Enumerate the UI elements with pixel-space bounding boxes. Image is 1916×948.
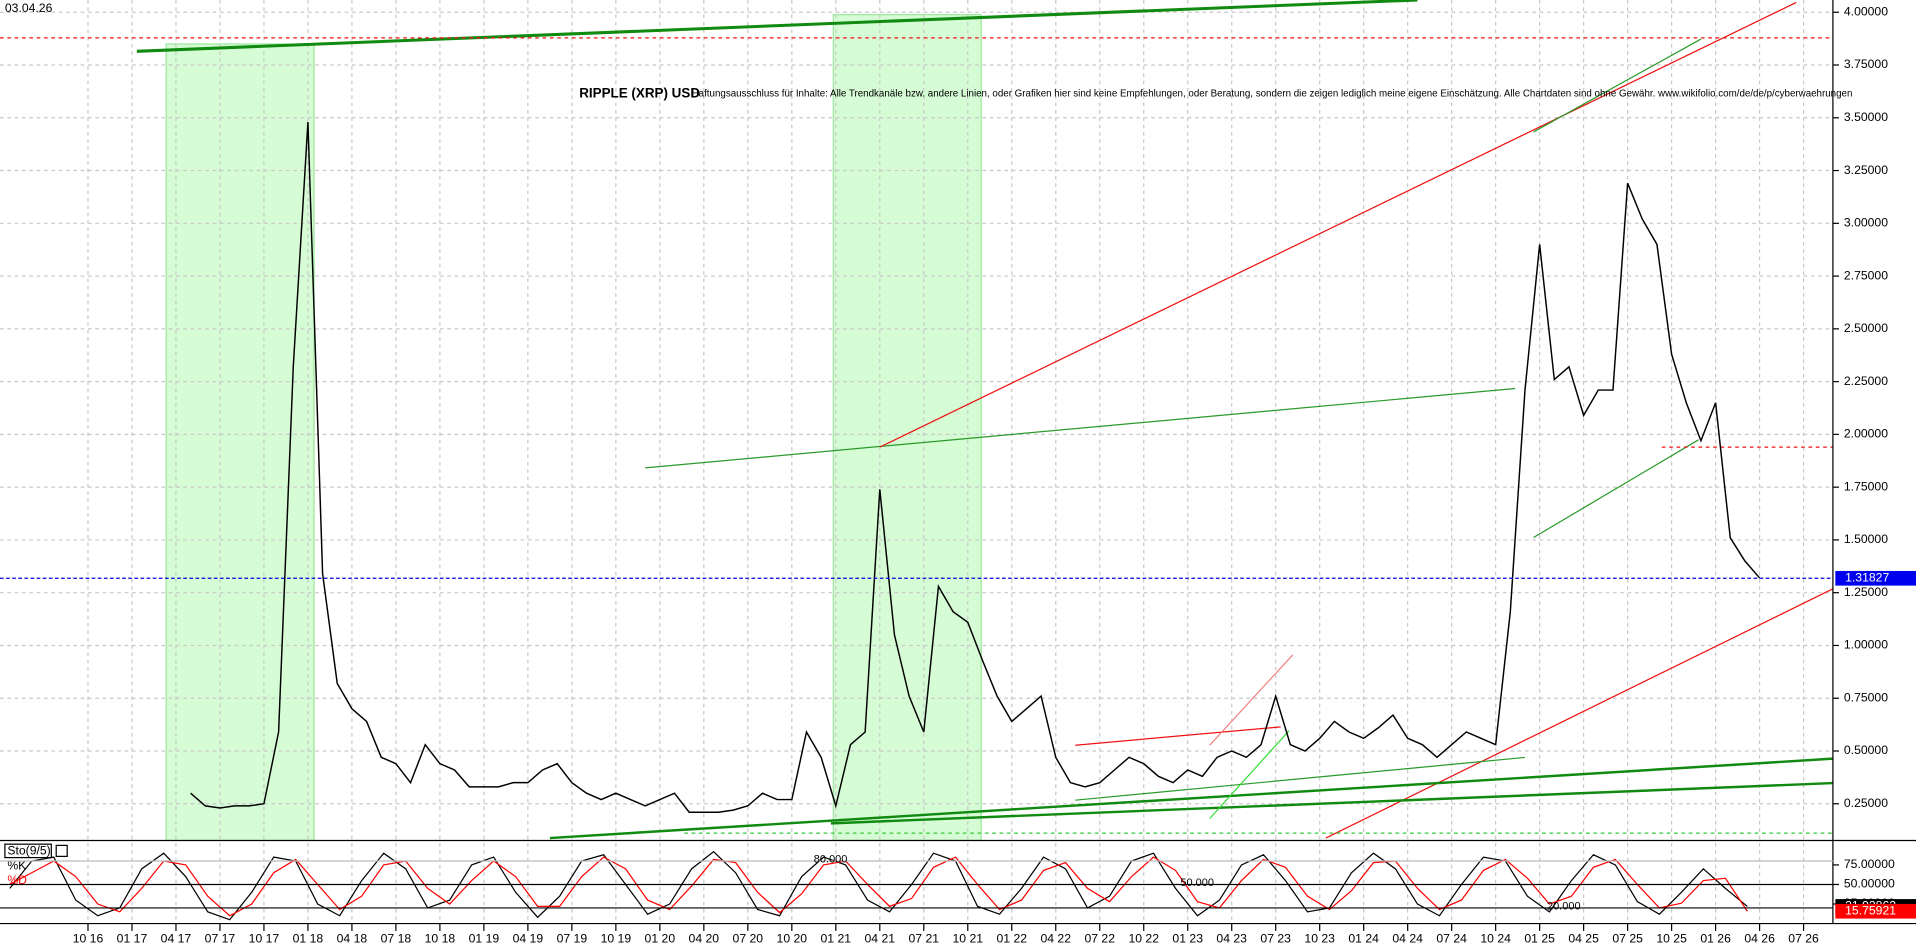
trend-line [1533,439,1699,539]
x-tick-label: 04 25 [1568,932,1599,946]
x-tick-label: 04 23 [1216,932,1247,946]
chart-subtitle: Haftungsausschluss für Inhalte: Alle Tre… [692,89,1853,100]
x-tick-label: 04 22 [1040,932,1071,946]
x-tick-label: 04 26 [1744,932,1775,946]
x-tick-label: 01 18 [293,932,324,946]
x-tick-label: 10 16 [73,932,104,946]
x-tick-label: 10 24 [1480,932,1511,946]
y-tick-label: 2.00000 [1844,427,1888,441]
x-tick-label: 01 25 [1524,932,1555,946]
x-tick-label: 07 26 [1788,932,1819,946]
x-tick-label: 07 23 [1260,932,1291,946]
x-tick-label: 01 19 [469,932,500,946]
x-tick-label: 07 18 [381,932,412,946]
oscillator-line [9,850,1748,921]
price-line [190,121,1761,813]
y-tick-label: 50.00000 [1844,877,1895,891]
x-tick-label: 07 25 [1612,932,1643,946]
trend-line [1533,38,1702,133]
x-tick-label: 04 18 [337,932,368,946]
trend-line [830,781,1833,825]
value-label-box [1835,903,1916,919]
y-tick-label: 0.50000 [1844,743,1888,757]
y-tick-label: 75.00000 [1844,857,1895,871]
trend-line [645,387,1516,469]
x-tick-label: 10 19 [601,932,632,946]
trend-line [136,0,1418,53]
y-tick-label: 2.75000 [1844,268,1888,282]
x-tick-label: 07 24 [1436,932,1467,946]
price-marker-box [1835,570,1916,586]
chart-title: RIPPLE (XRP) USD [579,86,700,101]
x-tick-label: 04 19 [513,932,544,946]
indicator-box [4,843,52,859]
x-tick-label: 10 18 [425,932,456,946]
grid [0,0,1833,924]
level-label: 50.000 [1180,877,1214,889]
x-tick-label: 01 23 [1172,932,1203,946]
x-tick-label: 10 20 [777,932,808,946]
y-tick-label: 2.50000 [1844,321,1888,335]
price-marker-label: 1.31827 [1845,571,1889,585]
trend-line [549,757,1833,840]
level-label: 20.000 [1547,901,1581,913]
y-tick-label: 3.00000 [1844,216,1888,230]
y-tick-label: 1.25000 [1844,585,1888,599]
y-tick-label: 3.75000 [1844,57,1888,71]
y-tick-label: 2.25000 [1844,374,1888,388]
x-tick-label: 04 21 [865,932,896,946]
trend-line [1209,730,1290,819]
y-tick-label: 1.50000 [1844,532,1888,546]
x-tick-label: 01 17 [117,932,148,946]
x-tick-label: 04 17 [161,932,192,946]
y-tick-label: 4.00000 [1844,4,1888,18]
indicator-button[interactable] [55,844,68,857]
y-tick-label: 1.00000 [1844,638,1888,652]
x-tick-label: 10 21 [953,932,984,946]
y-tick-label: 3.50000 [1844,110,1888,124]
legend-entry: %D [7,873,27,887]
x-tick-label: 07 19 [557,932,588,946]
y-tick-label: 1.75000 [1844,479,1888,493]
x-tick-label: 10 23 [1304,932,1335,946]
x-tick-label: 01 24 [1348,932,1379,946]
x-tick-label: 04 20 [689,932,720,946]
indicator-title: Sto(9/5) [7,844,50,858]
x-tick-label: 07 20 [733,932,764,946]
x-tick-label: 07 21 [909,932,940,946]
x-tick-label: 04 24 [1392,932,1423,946]
x-tick-label: 10 25 [1656,932,1687,946]
x-tick-label: 10 17 [249,932,280,946]
highlight-zone [832,14,982,842]
legend-entry: %K [7,858,26,872]
x-tick-label: 01 22 [996,932,1027,946]
highlight-zone [165,43,315,842]
trend-line [879,1,1797,448]
level-label: 80.000 [814,854,848,866]
y-tick-label: 0.25000 [1844,796,1888,810]
x-tick-label: 10 22 [1128,932,1159,946]
trend-line [1075,756,1526,801]
trend-line [1075,726,1281,746]
y-tick-label: 0.75000 [1844,690,1888,704]
chart-date: 03.04.26 [5,1,53,15]
x-tick-label: 07 17 [205,932,236,946]
x-tick-label: 07 22 [1084,932,1115,946]
trend-line [1209,654,1294,746]
x-tick-label: 01 20 [645,932,676,946]
x-tick-label: 01 26 [1700,932,1731,946]
oscillator-line [9,856,1748,917]
trend-line [1325,588,1834,839]
x-tick-label: 01 21 [821,932,852,946]
y-tick-label: 3.25000 [1844,163,1888,177]
trend-lines [0,0,1834,840]
value-label: 15.75921 [1845,903,1896,917]
